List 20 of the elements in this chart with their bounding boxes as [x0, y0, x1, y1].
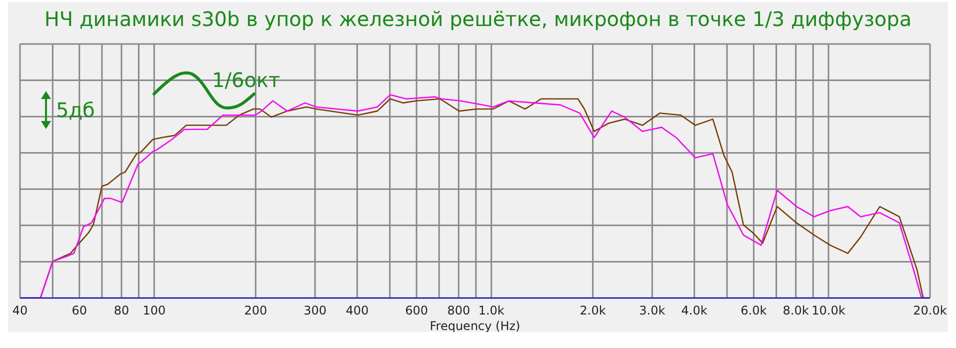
x-tick-label: 6.0k [740, 304, 767, 318]
x-tick-label: 2.0k [580, 304, 606, 318]
x-tick-label: 100 [142, 304, 166, 318]
x-tick-label: 4.0k [681, 304, 708, 318]
x-tick-label: 10.0k [812, 304, 846, 318]
x-tick-label: 1.0k [478, 304, 504, 318]
x-tick-label: 300 [304, 304, 326, 318]
x-tick-label: 3.0k [639, 304, 666, 318]
x-tick-label: 800 [447, 304, 470, 318]
x-tick-label: 600 [405, 304, 428, 318]
x-tick-label: 40 [12, 304, 28, 318]
x-tick-label: 20.0k [913, 304, 947, 318]
x-tick-label: 200 [244, 304, 268, 318]
text: 1/6окт [212, 68, 280, 92]
x-tick-label: 80 [114, 304, 130, 318]
annotation: 5дб [56, 98, 95, 122]
x-tick-label: 60 [72, 304, 88, 318]
x-tick-label: 400 [346, 304, 369, 318]
x-tick-label: 8.0k [782, 304, 809, 318]
chart-title: НЧ динамики s30b в упор к железной решётке, микрофон в точке 1/3 диффузора [43, 6, 913, 33]
